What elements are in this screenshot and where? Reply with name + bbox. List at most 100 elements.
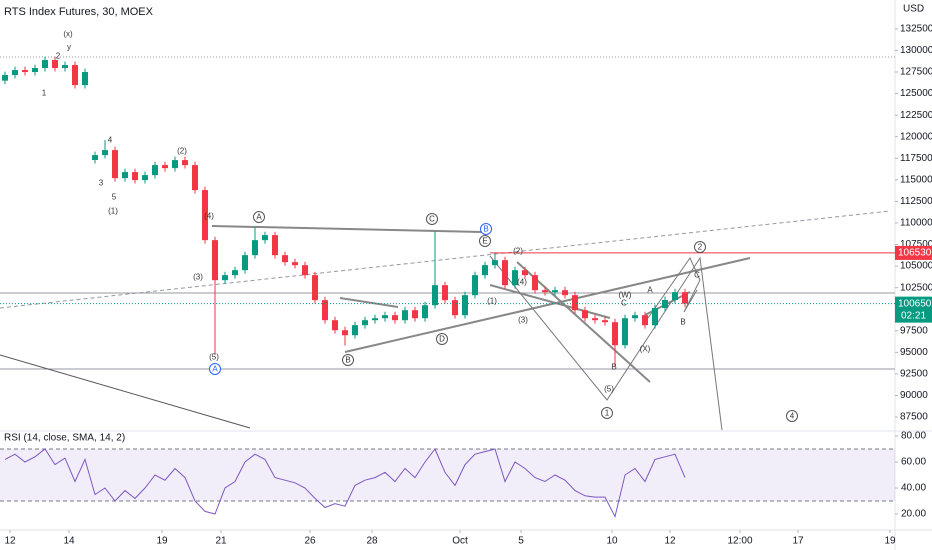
candle-body xyxy=(132,172,138,181)
wave-label: 3 xyxy=(99,179,104,188)
candle-body xyxy=(612,322,618,346)
wave-circle xyxy=(479,235,491,247)
candle-body xyxy=(22,70,28,73)
y-tick-label: 90000 xyxy=(900,390,928,401)
y-tick-label: 80.00 xyxy=(901,431,926,442)
wave-label: B xyxy=(611,363,616,372)
candle-body xyxy=(552,290,558,293)
candle-body xyxy=(542,290,548,293)
x-tick-label: Oct xyxy=(452,536,468,547)
y-tick-label: 40.00 xyxy=(901,483,926,494)
candle-body xyxy=(472,275,478,296)
wave-circle xyxy=(426,213,438,225)
candle-body xyxy=(282,255,288,263)
trend-line xyxy=(344,257,751,353)
candle-body xyxy=(232,270,238,276)
trend-line xyxy=(0,210,891,309)
wave-label: C xyxy=(694,271,700,280)
y-tick-label: 115000 xyxy=(900,174,932,185)
last-price-label: 100650 xyxy=(898,298,932,309)
wave-path xyxy=(647,256,701,319)
candle-body xyxy=(562,290,568,296)
last-price-bg xyxy=(895,296,932,323)
candle-body xyxy=(252,240,258,256)
y-tick-label: 125000 xyxy=(900,88,932,99)
candle-body xyxy=(2,75,8,81)
candles xyxy=(2,56,688,368)
wave-label: (2) xyxy=(513,247,523,256)
wave-circle xyxy=(480,223,492,235)
x-tick-label: 12 xyxy=(664,536,676,547)
x-tick-label: 19 xyxy=(884,536,896,547)
candle-body xyxy=(452,300,458,316)
candle-body xyxy=(512,270,518,286)
wave-label: 4 xyxy=(108,136,113,145)
candle-body xyxy=(242,255,248,271)
countdown-label: 02:21 xyxy=(901,310,926,321)
x-tick-label: 14 xyxy=(63,536,75,547)
candle-body xyxy=(222,275,228,281)
y-tick-label: 105000 xyxy=(900,261,932,272)
candle-body xyxy=(52,60,58,69)
candle-body xyxy=(462,295,468,316)
wave-label: B xyxy=(483,225,488,234)
wave-label: 1 xyxy=(42,89,47,98)
candle-body xyxy=(382,315,388,319)
x-tick-label: 12:00 xyxy=(727,536,752,547)
candle-body xyxy=(372,318,378,321)
wave-label: (X) xyxy=(640,345,651,354)
y-tick-label: 92500 xyxy=(900,369,928,380)
trend-line xyxy=(516,261,651,383)
candle-body xyxy=(62,65,68,69)
wave-label: (1) xyxy=(108,207,118,216)
candle-body xyxy=(152,165,158,176)
alert-label-bg xyxy=(895,245,932,260)
candle-body xyxy=(582,310,588,319)
y-tick-label: 95000 xyxy=(900,347,928,358)
wave-label: 1 xyxy=(605,409,610,418)
candle-body xyxy=(202,190,208,241)
candle-body xyxy=(402,310,408,321)
wave-label: B xyxy=(680,318,685,327)
y-tick-label: 132500 xyxy=(900,24,932,35)
wave-label: (3) xyxy=(518,316,528,325)
trend-line xyxy=(489,284,611,319)
y-tick-label: 60.00 xyxy=(901,457,926,468)
candle-body xyxy=(342,330,348,336)
drawings xyxy=(0,56,895,431)
x-tick-label: 10 xyxy=(606,536,618,547)
candle-body xyxy=(272,235,278,256)
wave-label: A xyxy=(212,365,218,374)
wave-label: (2) xyxy=(177,147,187,156)
candle-body xyxy=(162,165,168,169)
x-tick-label: 28 xyxy=(366,536,378,547)
y-tick-label: 112500 xyxy=(900,196,932,207)
candle-body xyxy=(622,318,628,346)
candle-body xyxy=(362,320,368,326)
wave-label: (x) xyxy=(63,30,73,39)
projection-path xyxy=(489,255,723,431)
y-tick-label: 87500 xyxy=(900,412,928,423)
wave-label: C xyxy=(621,299,627,308)
trend-line xyxy=(211,225,483,233)
candle-body xyxy=(412,310,418,319)
candle-body xyxy=(482,265,488,276)
candle-body xyxy=(112,150,118,179)
candle-body xyxy=(122,172,128,179)
wave-circle xyxy=(342,354,354,366)
candle-body xyxy=(322,300,328,321)
wave-label: (3) xyxy=(193,273,203,282)
y-tick-label: 97500 xyxy=(900,325,928,336)
wave-label: 2 xyxy=(698,243,703,252)
candle-body xyxy=(102,150,108,156)
x-tick-label: 21 xyxy=(215,536,227,547)
candle-body xyxy=(312,275,318,301)
candle-body xyxy=(492,260,498,266)
candle-body xyxy=(182,160,188,166)
rsi-line xyxy=(4,448,686,519)
candle-body xyxy=(672,292,678,301)
x-tick-label: 12 xyxy=(4,536,16,547)
wave-label: D xyxy=(439,335,445,344)
wave-label: A xyxy=(256,213,262,222)
